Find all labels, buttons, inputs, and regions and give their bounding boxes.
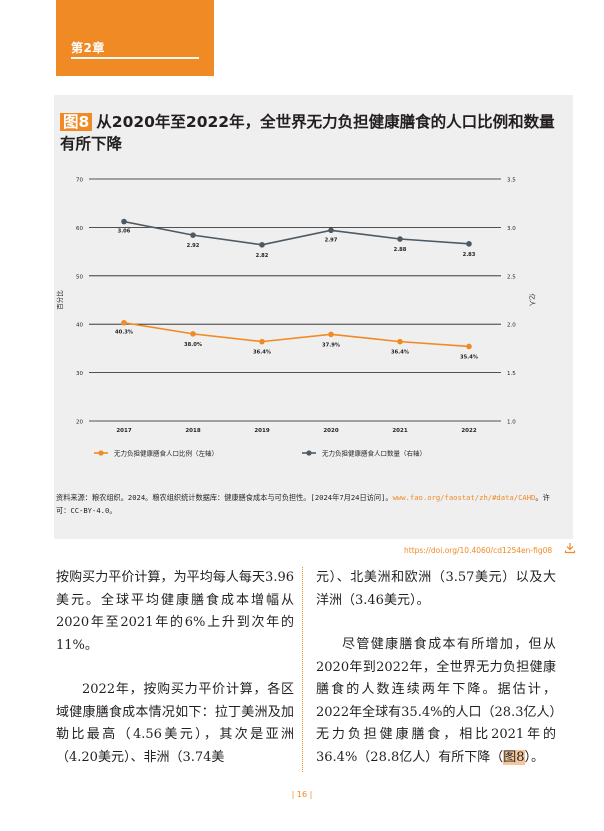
column-divider bbox=[302, 567, 303, 772]
data-point bbox=[190, 232, 196, 238]
body-paragraph: 元）、北美洲和欧洲（3.57美元）以及大洋洲（3.46美元）。 bbox=[316, 570, 556, 608]
paragraph-text: ）。 bbox=[524, 749, 545, 765]
y-left-tick-label: 50 bbox=[76, 274, 83, 280]
doi-link[interactable]: https://doi.org/10.4060/cd1254en-fig08 bbox=[404, 546, 553, 555]
y-left-tick-label: 20 bbox=[76, 420, 83, 426]
data-point bbox=[466, 241, 472, 247]
y-left-tick-label: 30 bbox=[76, 371, 83, 377]
data-point bbox=[259, 338, 265, 345]
figure-reference-link[interactable]: 图8 bbox=[503, 749, 525, 765]
source-note: 资料来源：粮农组织。2024。粮农组织统计数据库：健康膳食成本与可负担性。[20… bbox=[56, 491, 556, 517]
legend-swatch-marker bbox=[98, 450, 104, 456]
figure-tag: 图8 bbox=[60, 113, 93, 131]
legend-label: 无力负担健康膳食人口数量（右轴） bbox=[322, 449, 426, 458]
paragraph-gap bbox=[316, 612, 556, 634]
data-label: 37.9% bbox=[322, 342, 341, 348]
chapter-label: 第2章 bbox=[71, 41, 105, 55]
body-paragraph: 2022年，按购买力平价计算，各区域健康膳食成本情况如下：拉丁美洲及加勒比最高（… bbox=[56, 682, 294, 765]
y-right-tick-label: 1.0 bbox=[507, 420, 516, 426]
data-label: 3.06 bbox=[118, 229, 131, 235]
data-point bbox=[190, 331, 196, 337]
data-label: 2.82 bbox=[256, 253, 269, 259]
figure-title: 图8 从2020年至2022年，全世界无力负担健康膳食的人口比例和数量有所下降 bbox=[60, 111, 565, 155]
y-right-tick-label: 1.5 bbox=[507, 371, 516, 377]
data-point bbox=[397, 236, 403, 242]
y-right-tick-label: 2.0 bbox=[507, 323, 516, 329]
x-tick-label: 2017 bbox=[116, 428, 131, 434]
data-label: 40.3% bbox=[115, 330, 134, 336]
figure-box: 图8 从2020年至2022年，全世界无力负担健康膳食的人口比例和数量有所下降 7… bbox=[54, 95, 573, 539]
x-tick-label: 2019 bbox=[254, 428, 269, 434]
download-icon[interactable] bbox=[564, 542, 576, 554]
x-tick-label: 2022 bbox=[461, 428, 476, 434]
data-label: 38.0% bbox=[184, 342, 203, 348]
chapter-tab: 第2章 bbox=[56, 0, 214, 76]
page-number: | 16 | bbox=[291, 790, 313, 799]
body-paragraph: 尽管健康膳食成本有所增加，但从2020年到2022年，全世界无力负担健康膳食的人… bbox=[316, 634, 556, 769]
data-label: 2.97 bbox=[325, 237, 338, 243]
data-label: 2.83 bbox=[463, 252, 476, 258]
data-label: 36.4% bbox=[391, 350, 410, 356]
x-tick-label: 2021 bbox=[392, 428, 407, 434]
paragraph-gap bbox=[56, 657, 294, 679]
x-tick-label: 2018 bbox=[185, 428, 200, 434]
figure-title-text: 从2020年至2022年，全世界无力负担健康膳食的人口比例和数量有所下降 bbox=[60, 113, 555, 153]
source-text: 资料来源：粮农组织。2024。粮农组织统计数据库：健康膳食成本与可负担性。[20… bbox=[56, 493, 393, 502]
body-column-right: 元）、北美洲和欧洲（3.57美元）以及大洋洲（3.46美元）。 尽管健康膳食成本… bbox=[316, 567, 556, 769]
body-paragraph: 按购买力平价计算，为平均每人每天3.96美元。全球平均健康膳食成本增幅从2020… bbox=[56, 570, 294, 653]
y-right-tick-label: 2.5 bbox=[507, 274, 516, 280]
y-right-tick-label: 3.0 bbox=[507, 226, 516, 232]
y-left-axis-label: 百分比 bbox=[55, 290, 64, 310]
series-line bbox=[123, 321, 470, 348]
data-point bbox=[259, 242, 265, 248]
data-point bbox=[121, 218, 127, 225]
legend-label: 无力负担健康膳食人口比例（左轴） bbox=[114, 449, 218, 458]
data-point bbox=[397, 338, 403, 345]
data-point bbox=[328, 227, 334, 234]
data-label: 2.92 bbox=[187, 243, 200, 249]
y-left-tick-label: 70 bbox=[76, 178, 83, 184]
legend-swatch-marker bbox=[306, 450, 312, 456]
chapter-rule bbox=[71, 57, 199, 59]
y-left-tick-label: 60 bbox=[76, 226, 83, 232]
data-point bbox=[466, 343, 472, 350]
data-label: 36.4% bbox=[253, 350, 272, 356]
data-point bbox=[328, 331, 334, 338]
series-line bbox=[123, 220, 470, 246]
y-right-axis-label: 亿人 bbox=[528, 294, 537, 308]
source-license: 。许可：CC-BY-4.0。 bbox=[56, 493, 550, 515]
data-point bbox=[121, 319, 127, 326]
source-link[interactable]: www.fao.org/faostat/zh/#data/CAHD bbox=[392, 493, 536, 502]
paragraph-text: 尽管健康膳食成本有所增加，但从2020年到2022年，全世界无力负担健康膳食的人… bbox=[316, 637, 556, 765]
data-label: 2.88 bbox=[394, 247, 407, 253]
y-left-tick-label: 40 bbox=[76, 323, 83, 329]
line-chart: 70 3.5 60 3.0 50 2.5 40 2.0 30 1.5 20 1.0 2017 2018 20… bbox=[55, 178, 537, 458]
y-right-tick-label: 3.5 bbox=[507, 178, 516, 184]
body-column-left: 按购买力平价计算，为平均每人每天3.96美元。全球平均健康膳食成本增幅从2020… bbox=[56, 567, 294, 769]
x-tick-label: 2020 bbox=[323, 428, 338, 434]
data-label: 35.4% bbox=[460, 354, 479, 360]
